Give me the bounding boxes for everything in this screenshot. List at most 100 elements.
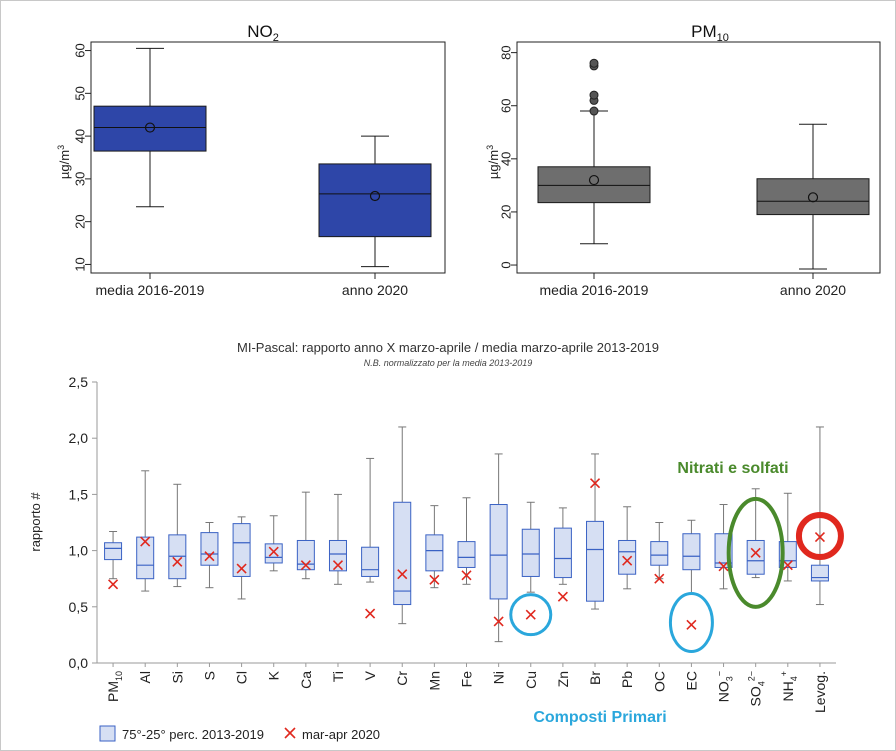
ratio-box	[553, 527, 572, 579]
ratio-highlight-ring	[726, 496, 785, 609]
ratio-marker-2020-b	[782, 560, 793, 571]
ratio-category-main: Si	[169, 671, 185, 683]
ratio-marker-2020	[589, 478, 601, 489]
ratio-box	[200, 532, 219, 566]
ratio-box	[104, 542, 123, 561]
ratio-category-label: Ca	[298, 671, 314, 689]
ratio-marker-2020-b	[332, 560, 344, 571]
ratio-box	[393, 501, 412, 606]
ratio-category-main: K	[266, 670, 282, 680]
panel1-xtick-label: anno 2020	[780, 282, 846, 298]
panel0-ytick-label: 30	[73, 172, 88, 186]
ratio-ytick-label: 2,0	[69, 430, 89, 446]
ratio-marker-2020	[814, 532, 826, 543]
ratio-category-main: S	[201, 671, 217, 680]
panel0-ytick-label: 50	[73, 86, 88, 100]
ratio-box	[328, 539, 347, 572]
ratio-category-main: Pb	[619, 671, 635, 688]
ratio-marker-2020-b	[107, 579, 119, 590]
ratio-marker-2020	[557, 591, 568, 602]
ratio-marker-2020	[654, 573, 665, 584]
ratio-category-main: NH	[780, 681, 796, 701]
ratio-category-label: EC	[683, 671, 699, 690]
no2-panel: NO2 µg/m3 10 20 30 40 50 60 media 2016-2019 ann…	[56, 22, 446, 298]
panel1-ytick-label: 40	[499, 152, 514, 166]
ratio-category-sub: 4	[757, 681, 767, 686]
panel1-ytick-label: 0	[499, 261, 514, 268]
panel0-plot-frame	[90, 41, 446, 274]
ratio-box	[264, 543, 283, 564]
ratio-box	[682, 533, 701, 571]
ratio-marker-2020-b	[397, 569, 408, 580]
panel0-ytick-label: 40	[73, 129, 88, 143]
ratio-category-label: Zn	[555, 671, 571, 687]
ratio-marker-2020	[525, 609, 536, 620]
ratio-title: MI-Pascal: rapporto anno X marzo-aprile …	[237, 340, 659, 355]
ratio-marker-2020	[782, 560, 793, 571]
panel1-xtick-label: media 2016-2019	[540, 282, 649, 298]
ratio-category-main: SO	[748, 686, 764, 706]
ratio-category-label: Cu	[523, 671, 539, 689]
ratio-marker-2020-b	[429, 574, 440, 585]
ratio-highlight-ring	[668, 592, 714, 654]
ratio-category-label: K	[266, 670, 282, 680]
annotation-nitrati: Nitrati e solfati	[677, 460, 788, 477]
ratio-box	[746, 539, 765, 575]
ratio-marker-2020-b	[365, 608, 376, 619]
ratio-marker-2020-b	[589, 478, 601, 489]
ratio-marker-2020-b	[493, 616, 504, 627]
ratio-category-sub: 3	[725, 676, 735, 681]
ratio-marker-2020-b	[718, 561, 729, 572]
ratio-category-sup: +	[779, 671, 789, 676]
panel1-mean-marker	[807, 192, 819, 203]
ratio-box	[586, 520, 605, 602]
ratio-box	[361, 546, 380, 577]
panel0-xtick-label: anno 2020	[342, 282, 408, 298]
ratio-marker-2020	[622, 555, 633, 566]
ratio-category-label: Ti	[330, 671, 346, 682]
ratio-highlight-ring	[509, 593, 553, 637]
panel1-plot-frame	[516, 41, 881, 274]
ratio-category-label: S	[201, 671, 217, 680]
ratio-ytick-label: 0,5	[69, 599, 89, 615]
ratio-marker-2020-b	[204, 551, 215, 562]
pm10-title: PM10	[691, 22, 729, 44]
panel1-outlier-point	[589, 90, 599, 100]
ratio-marker-2020	[686, 619, 697, 630]
ratio-marker-2020	[397, 569, 408, 580]
ratio-category-label: Si	[169, 671, 185, 683]
ratio-marker-2020	[268, 546, 279, 557]
ratio-marker-2020-b	[750, 547, 761, 558]
legend-marker-label: mar-apr 2020	[302, 727, 380, 742]
panel1-outlier-point	[589, 106, 599, 116]
ratio-category-label: SO42−	[747, 671, 767, 707]
ratio-marker-2020-b	[236, 563, 247, 574]
ratio-category-label: Pb	[619, 671, 635, 688]
ratio-category-main: Ca	[298, 671, 314, 689]
ratio-highlight-ring	[795, 511, 844, 560]
ratio-box	[457, 541, 476, 568]
ratio-box	[296, 539, 315, 571]
ratio-subtitle: N.B. normalizzato per la media 2013-2019	[364, 358, 533, 368]
ratio-category-label: Br	[587, 671, 603, 685]
no2-ylabel: µg/m3	[56, 145, 72, 179]
panel0-xtick-label: media 2016-2019	[96, 282, 205, 298]
annotation-composti: Composti Primari	[533, 709, 666, 726]
panel1-ytick-label: 60	[499, 98, 514, 112]
panel0-mean-marker	[369, 190, 381, 202]
ratio-marker-2020	[429, 574, 440, 585]
panel1-ytick-label: 20	[499, 205, 514, 219]
ratio-category-main: Ti	[330, 671, 346, 682]
ratio-category-label: Levog.	[812, 671, 828, 713]
ratio-category-label: NH4+	[779, 671, 799, 702]
ratio-category-label: Fe	[459, 671, 475, 688]
ratio-box	[618, 539, 637, 575]
ratio-category-main: Ni	[491, 671, 507, 684]
pm10-panel: PM10 µg/m3 0 20 40 60 80 media 2016-2019 anno …	[485, 22, 881, 298]
pm10-ylabel: µg/m3	[485, 145, 501, 179]
ratio-marker-2020	[204, 551, 215, 562]
panel0-box	[93, 105, 207, 152]
ratio-category-label: NO3−	[715, 671, 735, 702]
ratio-category-sup: 2−	[747, 671, 757, 681]
